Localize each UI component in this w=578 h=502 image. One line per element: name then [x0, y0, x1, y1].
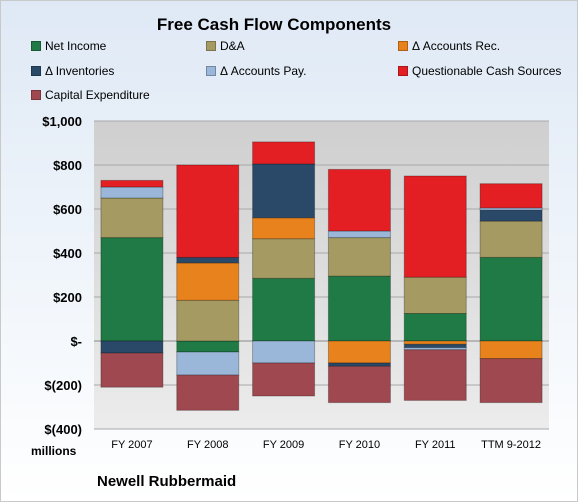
bar-net-income: [403, 313, 467, 342]
legend-item-da: D&A: [206, 39, 245, 53]
legend-swatch-accounts-rec: [398, 41, 408, 51]
x-tick-label: TTM 9-2012: [481, 439, 541, 451]
legend-swatch-da: [206, 41, 216, 51]
legend-label-da: D&A: [220, 39, 245, 53]
bar-net-income: [479, 256, 543, 342]
legend-label-accounts-rec: Δ Accounts Rec.: [412, 39, 501, 53]
bar-d-a: [327, 237, 391, 277]
legend-swatch-inventories: [31, 66, 41, 76]
legend-swatch-accounts-pay: [206, 66, 216, 76]
y-tick-label: $400: [53, 246, 82, 261]
bar-accounts-pay: [252, 340, 316, 364]
legend-item-accounts-pay: Δ Accounts Pay.: [206, 64, 307, 78]
bar-capital-expenditure: [403, 349, 467, 401]
legend-swatch-capex: [31, 90, 41, 100]
bar-accounts-pay: [176, 351, 240, 376]
y-tick-label: $(400): [44, 422, 82, 437]
legend-label-net-income: Net Income: [45, 39, 107, 53]
bar-net-income: [252, 277, 316, 342]
y-tick-label: $(200): [44, 378, 82, 393]
bar-accounts-rec: [252, 217, 316, 240]
bar-inventories: [252, 163, 316, 219]
bar-net-income: [327, 275, 391, 342]
legend-item-inventories: Δ Inventories: [31, 64, 114, 78]
x-tick-label: FY 2009: [263, 439, 304, 451]
bar-capital-expenditure: [479, 358, 543, 404]
bar-accounts-pay: [327, 230, 391, 239]
legend-label-accounts-pay: Δ Accounts Pay.: [220, 64, 307, 78]
bar-capital-expenditure: [327, 365, 391, 404]
bar-questionable-cash-sources: [100, 179, 164, 188]
legend-item-capex: Capital Expenditure: [31, 88, 150, 102]
bar-d-a: [252, 238, 316, 279]
bar-capital-expenditure: [100, 352, 164, 388]
bar-accounts-rec: [176, 262, 240, 301]
bar-accounts-pay: [100, 186, 164, 199]
y-tick-label: $600: [53, 202, 82, 217]
bar-inventories: [176, 256, 240, 264]
bar-inventories: [479, 209, 543, 222]
x-tick-label: FY 2008: [187, 439, 228, 451]
legend-label-questionable-cash: Questionable Cash Sources: [412, 64, 562, 78]
bar-questionable-cash-sources: [176, 164, 240, 258]
legend-swatch-questionable-cash: [398, 66, 408, 76]
bar-capital-expenditure: [176, 374, 240, 411]
legend-label-capex: Capital Expenditure: [45, 88, 150, 102]
bar-accounts-rec: [327, 340, 391, 364]
legend-swatch-net-income: [31, 41, 41, 51]
x-tick-label: FY 2011: [415, 439, 456, 451]
bar-d-a: [403, 276, 467, 315]
legend-item-net-income: Net Income: [31, 39, 106, 53]
bar-accounts-rec: [479, 340, 543, 360]
x-tick-label: FY 2010: [339, 439, 380, 451]
bar-inventories: [403, 343, 467, 349]
y-tick-label: $800: [53, 158, 82, 173]
legend-item-questionable-cash: Questionable Cash Sources: [398, 64, 561, 78]
bar-net-income: [176, 340, 240, 353]
y-tick-label: $1,000: [42, 114, 82, 129]
bar-net-income: [100, 237, 164, 342]
x-tick-label: FY 2007: [111, 439, 152, 451]
chart-title: Free Cash Flow Components: [156, 15, 392, 34]
y-tick-label: $200: [53, 290, 82, 305]
bar-d-a: [176, 299, 240, 342]
bar-questionable-cash-sources: [327, 168, 391, 232]
bar-questionable-cash-sources: [403, 175, 467, 278]
units-label: millions: [31, 444, 77, 458]
legend-item-accounts-rec: Δ Accounts Rec.: [398, 39, 500, 53]
bar-d-a: [479, 220, 543, 258]
legend-label-inventories: Δ Inventories: [45, 64, 115, 78]
y-tick-label: $-: [70, 334, 82, 349]
bar-questionable-cash-sources: [479, 183, 543, 209]
bar-inventories: [100, 340, 164, 354]
bar-d-a: [100, 197, 164, 239]
company-label: Newell Rubbermaid: [97, 473, 237, 490]
bar-capital-expenditure: [252, 362, 316, 397]
bar-questionable-cash-sources: [252, 141, 316, 165]
plot-background: [94, 121, 549, 429]
